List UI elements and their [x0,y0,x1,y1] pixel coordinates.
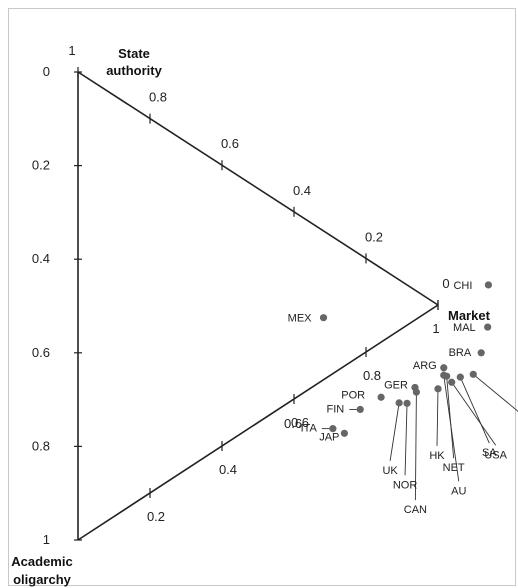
left-tick-label: 0.4 [32,251,50,266]
data-point [443,372,451,380]
point-label: POR [341,389,365,401]
point-label: ARG [413,360,437,372]
leader-line [414,392,417,501]
point-label: CAN [404,504,427,516]
bottom-edge-tick-label: 0.4 [219,462,237,477]
point-label: HK [429,450,445,462]
point-label: BRA [449,347,472,359]
bottom-edge-tick-label: 0.6 [291,415,309,430]
top-edge-tick-label: 1 [68,43,75,58]
data-point [412,388,420,396]
top-edge-tick-label: 0.6 [221,136,239,151]
point-label: NOR [393,479,418,491]
vertex-label-top: authority [106,63,162,78]
bottom-edge-tick-label: 0.8 [363,368,381,383]
point-label: FIN [327,403,345,415]
point-label: UK [382,465,398,477]
left-tick-label: 0.6 [32,345,50,360]
data-point [319,314,328,322]
left-tick-label: 0.2 [32,158,50,173]
leader-line [472,373,518,412]
data-point [403,399,411,407]
top-edge-tick-label: 0 [442,276,449,291]
point-label: JAP [319,431,339,443]
data-point [448,378,456,386]
bottom-edge-tick-label: 1 [432,321,439,336]
leader-line [446,376,455,459]
data-points [319,281,492,437]
data-point [329,425,337,433]
leader-line [436,388,439,446]
vertex-label-right: Market [448,308,491,323]
vertex-label-top: State [118,46,150,61]
data-point [477,349,485,357]
tick-labels: 0 0.2 0.4 0.6 0.8 1 1 0.8 0.6 0.4 0.2 0 1 0.8 0.6 0.4 0.… [32,43,450,547]
left-tick-label: 1 [43,532,50,547]
leader-lines [321,373,518,501]
left-tick-label: 0.8 [32,438,50,453]
data-point [395,399,403,407]
top-edge-tick-label: 0.4 [293,183,311,198]
leader-line [459,376,490,444]
point-label: GER [384,379,408,391]
point-label: AU [451,485,466,497]
chart-frame [8,8,516,586]
top-edge-tick-label: 0.2 [365,229,383,244]
left-tick-label: 0 [43,64,50,79]
data-point [440,364,448,372]
point-label: NET [443,462,465,474]
bottom-edge [77,304,439,541]
triangle-axes [77,71,439,541]
leader-line [389,402,400,461]
bottom-edge-tick-label: 0.2 [147,509,165,524]
vertex-label-bottom: Academic [11,554,72,569]
point-label: ITA [301,423,318,435]
leader-line [451,382,497,446]
vertex-labels: State authority Market Academic oligarchy [11,46,490,587]
data-point [434,385,442,393]
data-point [356,405,364,414]
point-label: MEX [288,313,313,325]
data-point [456,373,464,381]
point-label: USA [484,449,507,461]
top-edge [77,71,439,306]
stray-tick-label: 0.6 [284,416,302,431]
top-edge-tick-label: 0.8 [149,90,167,105]
data-point [484,323,492,331]
data-point [484,281,492,289]
point-label: MAL [453,322,476,334]
tick-marks [74,67,439,541]
leader-line [404,403,408,476]
point-label: CHI [453,280,472,292]
point-label: SA [482,447,497,459]
data-point [377,393,385,401]
data-point [340,429,348,437]
data-point [469,370,477,378]
vertex-label-bottom: oligarchy [13,572,72,587]
